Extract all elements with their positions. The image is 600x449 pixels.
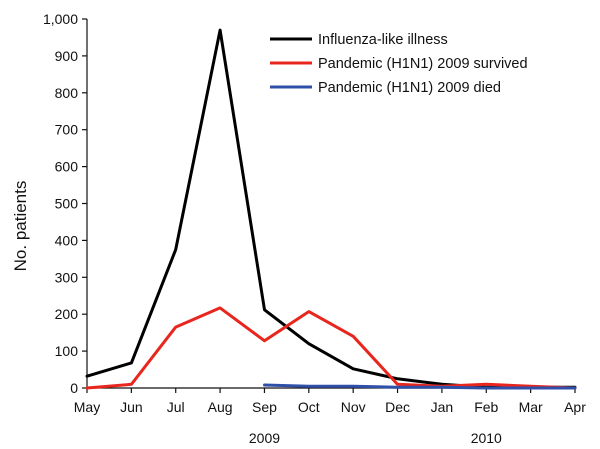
x-tick-label: Sep	[252, 399, 277, 415]
series-lines	[85, 28, 577, 390]
x-tick-label: Oct	[298, 399, 320, 415]
year-labels: 2009 2010	[249, 430, 502, 446]
legend: Influenza-like illness Pandemic (H1N1) 20…	[270, 32, 528, 96]
series-line-pandemic-h1n1-2009-survived	[85, 306, 577, 390]
x-tick-label: Jul	[167, 399, 185, 415]
year-label: 2009	[249, 430, 280, 446]
x-tick-label: Aug	[208, 399, 233, 415]
y-tick-label: 400	[55, 232, 79, 248]
y-tick-label: 100	[55, 343, 79, 359]
legend-label-pandemic-h1n1-2009-survived: Pandemic (H1N1) 2009 survived	[318, 56, 528, 72]
x-axis-ticks: May Jun Jul Aug Sep Oct Nov Dec Jan Feb Mar Apr	[74, 388, 586, 415]
x-tick-label: Jun	[120, 399, 143, 415]
legend-label-influenza-like-illness: Influenza-like illness	[318, 32, 448, 48]
y-tick-label: 700	[55, 122, 79, 138]
x-tick-label: Feb	[474, 399, 498, 415]
y-tick-label: 600	[55, 159, 79, 175]
y-tick-label: 1,000	[43, 11, 78, 27]
x-tick-label: Mar	[519, 399, 543, 415]
y-tick-label: 900	[55, 48, 79, 64]
y-tick-label: 800	[55, 85, 79, 101]
x-tick-label: Jan	[431, 399, 454, 415]
y-tick-label: 200	[55, 306, 79, 322]
axes	[86, 19, 575, 389]
series-line-pandemic-h1n1-2009-died	[263, 383, 577, 390]
y-tick-label: 0	[70, 380, 78, 396]
y-tick-label: 500	[55, 196, 79, 212]
y-axis-ticks: 0 100 200 300 400 500 600 700 800 900 1,000	[43, 11, 87, 396]
y-axis-title: No. patients	[11, 181, 30, 272]
x-tick-label: Nov	[341, 399, 366, 415]
year-label: 2010	[471, 430, 502, 446]
x-tick-label: May	[74, 399, 100, 415]
x-tick-label: Dec	[385, 399, 410, 415]
x-tick-label: Apr	[564, 399, 586, 415]
legend-label-pandemic-h1n1-2009-died: Pandemic (H1N1) 2009 died	[318, 80, 501, 96]
y-tick-label: 300	[55, 269, 79, 285]
